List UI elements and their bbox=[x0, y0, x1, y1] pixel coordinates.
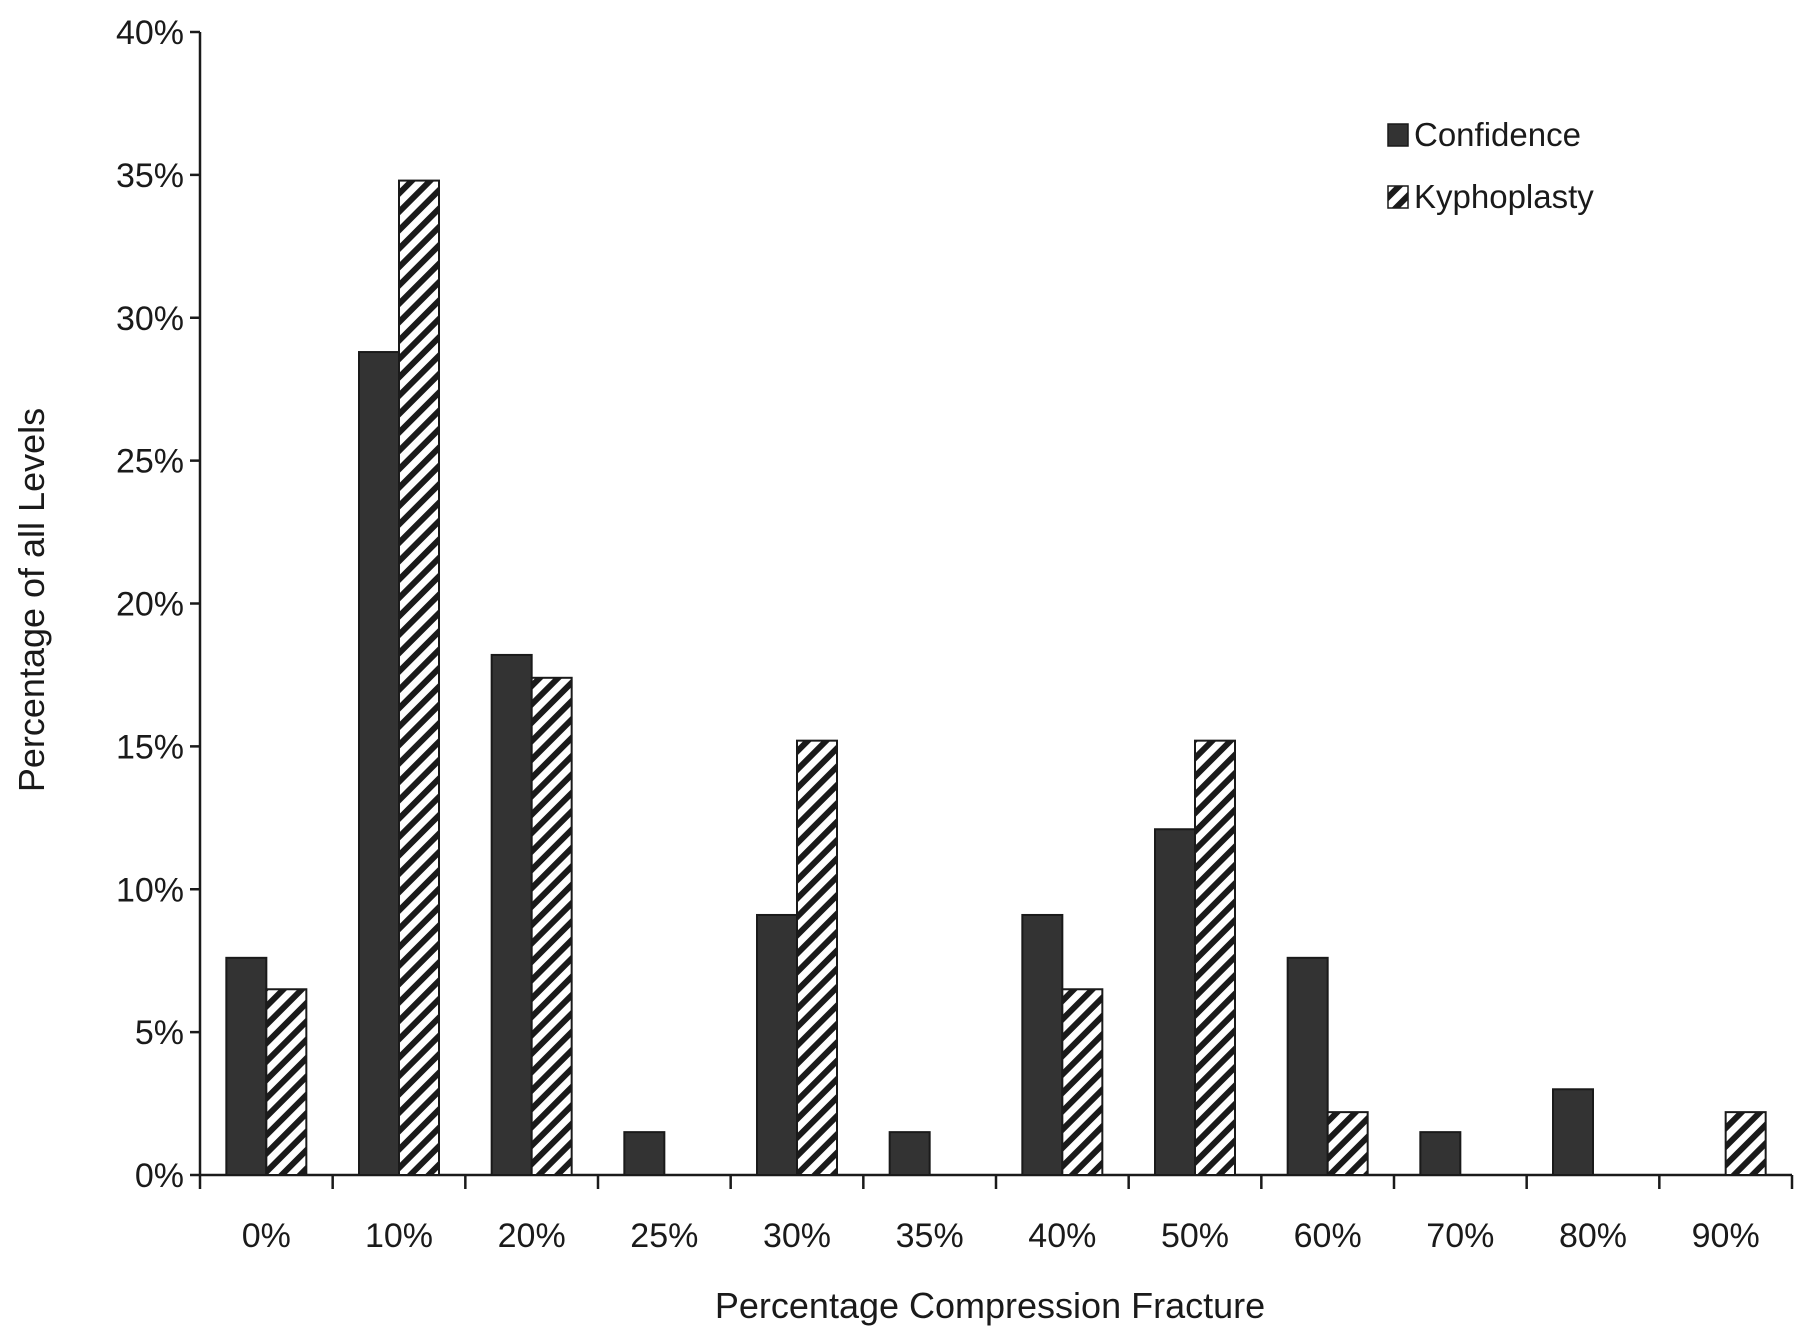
bar-confidence-40pct bbox=[1021, 913, 1064, 1177]
y-tick-label: 5% bbox=[135, 1014, 184, 1052]
bar-confidence-30pct bbox=[756, 913, 798, 1177]
y-axis-title: Percentage of all Levels bbox=[11, 408, 52, 792]
legend-swatch-confidence bbox=[1387, 123, 1409, 147]
x-tick-label: 80% bbox=[1559, 1217, 1627, 1255]
x-tick-label: 25% bbox=[630, 1217, 698, 1255]
y-tick-label: 15% bbox=[116, 728, 184, 766]
x-tick-label: 60% bbox=[1294, 1217, 1362, 1255]
bar-confidence-25pct bbox=[623, 1131, 666, 1176]
x-tick-label: 50% bbox=[1161, 1217, 1229, 1255]
bar-kyphoplasty-10pct bbox=[398, 179, 440, 1176]
bar-confidence-70pct bbox=[1419, 1131, 1462, 1176]
bar-kyphoplasty-90pct bbox=[1724, 1111, 1767, 1177]
x-tick-label: 0% bbox=[242, 1217, 291, 1255]
legend-label-confidence: Confidence bbox=[1414, 116, 1581, 153]
bar-kyphoplasty-60pct bbox=[1326, 1111, 1369, 1177]
bar-kyphoplasty-50pct bbox=[1194, 739, 1236, 1176]
y-tick-label: 10% bbox=[116, 871, 184, 909]
y-tick-label: 25% bbox=[116, 443, 184, 481]
y-tick-label: 0% bbox=[135, 1157, 184, 1195]
x-axis-title: Percentage Compression Fracture bbox=[715, 1285, 1265, 1326]
bar-confidence-0pct bbox=[225, 956, 268, 1177]
y-tick-label: 35% bbox=[116, 157, 184, 195]
x-tick-label: 70% bbox=[1426, 1217, 1494, 1255]
bar-confidence-50pct bbox=[1154, 828, 1196, 1176]
x-tick-label: 40% bbox=[1028, 1217, 1096, 1255]
bar-confidence-60pct bbox=[1286, 956, 1329, 1177]
y-tick-label: 20% bbox=[116, 586, 184, 624]
x-tick-label: 10% bbox=[365, 1217, 433, 1255]
legend-swatch-kyphoplasty bbox=[1387, 185, 1409, 209]
bar-kyphoplasty-40pct bbox=[1061, 988, 1104, 1177]
x-tick-label: 20% bbox=[498, 1217, 566, 1255]
bar-kyphoplasty-30pct bbox=[796, 739, 838, 1176]
bar-kyphoplasty-20pct bbox=[530, 676, 573, 1176]
x-tick-label: 30% bbox=[763, 1217, 831, 1255]
bar-kyphoplasty-0pct bbox=[265, 988, 308, 1177]
bar-confidence-80pct bbox=[1552, 1088, 1594, 1177]
bar-confidence-10pct bbox=[358, 351, 400, 1177]
y-tick-label: 40% bbox=[116, 14, 184, 52]
bar-confidence-35pct bbox=[888, 1131, 931, 1176]
y-tick-label: 30% bbox=[116, 300, 184, 338]
x-tick-label: 90% bbox=[1692, 1217, 1760, 1255]
legend-label-kyphoplasty: Kyphoplasty bbox=[1414, 178, 1594, 215]
bar-confidence-20pct bbox=[490, 653, 533, 1176]
x-tick-label: 35% bbox=[896, 1217, 964, 1255]
